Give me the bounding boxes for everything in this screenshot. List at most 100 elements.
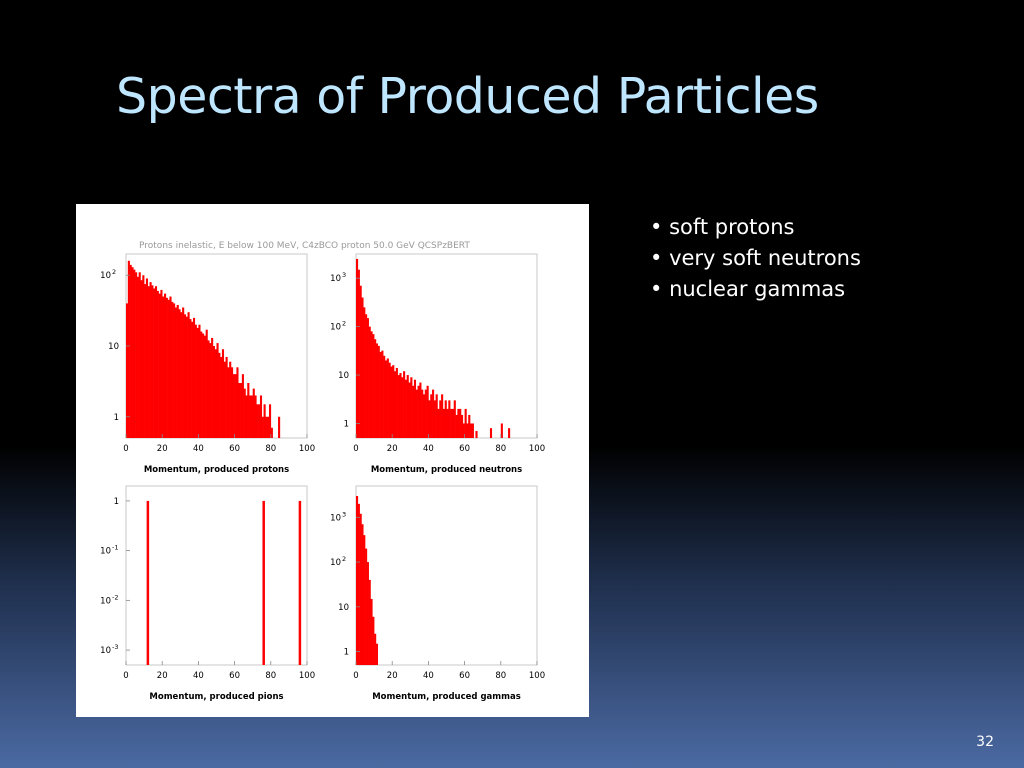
histogram-bar — [475, 430, 478, 438]
histogram-bar — [357, 269, 360, 438]
histogram-bar — [267, 416, 270, 438]
histogram-bar — [227, 367, 230, 438]
histogram-bar — [384, 360, 388, 438]
x-tick-label: 0 — [353, 671, 358, 681]
histogram-bar — [444, 400, 447, 438]
histogram-bar — [230, 367, 234, 438]
histogram-bar — [162, 296, 165, 438]
y-tick-label: 1 — [114, 413, 119, 423]
histogram-bar — [361, 297, 364, 438]
histogram-bar — [187, 312, 190, 438]
y-tick-exponent: -2 — [112, 593, 118, 601]
histogram-bar — [365, 314, 368, 438]
histogram-bar — [412, 385, 415, 438]
histogram-bar — [386, 358, 389, 438]
x-tick-label: 20 — [387, 444, 398, 454]
histogram-bar — [366, 318, 369, 438]
histogram-bar — [359, 513, 362, 665]
x-tick-label: 80 — [495, 671, 506, 681]
histogram-bar — [356, 258, 359, 438]
histogram-bar — [441, 394, 444, 438]
y-tick-label: 10 — [100, 646, 111, 656]
histogram-bar — [256, 404, 259, 438]
histogram-figure-svg: Protons inelastic, E below 100 MeV, C4zB… — [100, 241, 545, 702]
histogram-bar — [374, 339, 377, 438]
y-tick-label: 10 — [330, 558, 341, 568]
histogram-bar — [160, 289, 163, 438]
histogram-bar — [135, 272, 138, 438]
histogram-bar — [372, 334, 375, 438]
y-tick-exponent: 2 — [342, 555, 346, 563]
slide-title: Spectra of Produced Particles — [116, 68, 819, 125]
histogram-bar — [403, 371, 406, 438]
y-tick-exponent: 2 — [112, 268, 116, 276]
bullet-item: nuclear gammas — [650, 274, 861, 305]
histogram-bar — [133, 269, 136, 438]
histogram-bar — [500, 423, 503, 438]
histogram-bar — [448, 400, 451, 438]
y-tick-label: 10 — [338, 603, 349, 613]
x-tick-label: 20 — [157, 444, 168, 454]
histogram-bar — [136, 276, 139, 438]
histogram-bar — [240, 383, 243, 438]
figure-suptitle: Protons inelastic, E below 100 MeV, C4zB… — [139, 241, 470, 251]
histogram-bar — [383, 355, 386, 438]
histogram-bar — [259, 395, 263, 438]
histogram-bar — [374, 633, 377, 665]
histogram-bar — [432, 389, 435, 438]
x-tick-label: 100 — [529, 444, 545, 454]
histogram-bar — [198, 324, 201, 438]
histogram-bar — [154, 286, 158, 438]
y-tick-exponent: -1 — [112, 544, 118, 552]
histogram-bar — [180, 312, 183, 438]
histogram-bar — [422, 394, 426, 438]
histogram-bar — [298, 500, 302, 665]
panel-frame — [355, 485, 538, 666]
y-tick-label: 1 — [344, 419, 349, 429]
histogram-bar — [173, 303, 176, 438]
y-tick-label: 10 — [100, 547, 111, 557]
histogram-bar — [207, 340, 210, 438]
x-axis-label: Momentum, produced protons — [144, 465, 289, 475]
histogram-bar — [245, 395, 248, 438]
histogram-bar — [365, 548, 368, 665]
histogram-bar — [368, 326, 371, 438]
histogram-bar — [205, 329, 208, 438]
histogram-bar — [200, 331, 203, 438]
panel-frame — [125, 485, 308, 666]
histogram-bar — [471, 423, 474, 438]
histogram-bar — [191, 321, 194, 438]
histogram-bar — [167, 299, 170, 438]
histogram-bar — [144, 284, 147, 438]
y-tick-label: 10 — [330, 513, 341, 523]
histogram-bar — [268, 404, 272, 438]
histogram-bar — [203, 335, 206, 438]
histogram-bar — [153, 288, 156, 438]
histogram-bar — [401, 377, 404, 438]
y-tick-exponent: 2 — [342, 320, 346, 328]
histogram-bar — [363, 535, 366, 665]
histogram-bar — [146, 500, 150, 665]
histogram-bar — [392, 365, 395, 438]
histogram-bar — [370, 598, 373, 665]
histogram-bar — [178, 309, 181, 438]
histogram-bar — [263, 404, 266, 438]
histogram-bar — [165, 297, 168, 438]
histogram-bar — [357, 503, 360, 665]
histogram-bar — [278, 416, 281, 438]
y-tick-label: 10 — [330, 274, 341, 284]
x-axis-label: Momentum, produced neutrons — [371, 465, 522, 475]
histogram-bar — [158, 293, 161, 438]
histogram-bar — [410, 377, 413, 438]
y-tick-exponent: 3 — [342, 271, 346, 279]
bullet-list: soft protons very soft neutrons nuclear … — [650, 212, 861, 305]
y-tick-label: 1 — [344, 648, 349, 658]
histogram-bar — [249, 395, 252, 438]
x-tick-label: 100 — [299, 671, 315, 681]
histogram-figure: Protons inelastic, E below 100 MeV, C4zB… — [76, 204, 589, 717]
slide-number: 32 — [976, 734, 994, 750]
histogram-bar — [421, 389, 424, 438]
